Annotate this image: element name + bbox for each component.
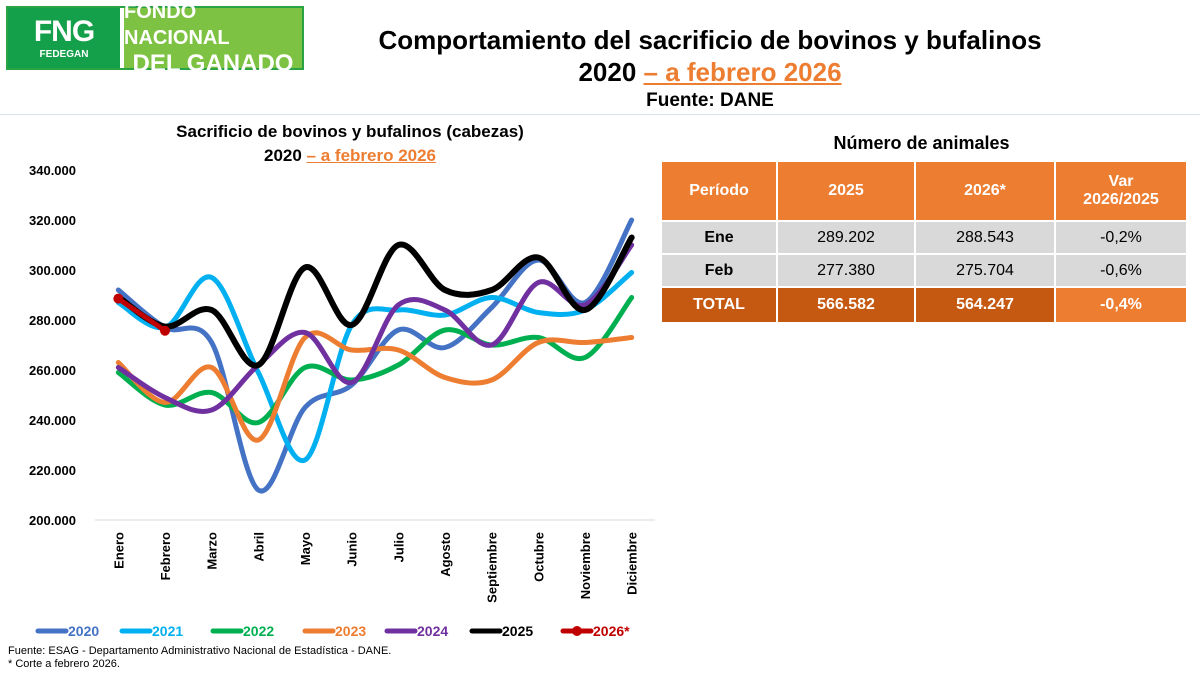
header-divider (0, 114, 1200, 115)
table-cell-period: Ene (660, 220, 778, 255)
page-title-highlight: – a febrero 2026 (643, 57, 842, 87)
y-tick-label: 300.000 (29, 263, 76, 278)
table-total-row: TOTAL 566.582 564.247 -0,4% (660, 286, 1188, 324)
x-tick-label: Mayo (298, 532, 313, 565)
table-cell-2026: 275.704 (914, 253, 1056, 288)
x-tick-label: Noviembre (578, 532, 593, 599)
series-line-2026 (115, 296, 168, 334)
table-cell-period: Feb (660, 253, 778, 288)
y-tick-label: 260.000 (29, 363, 76, 378)
table-cell-2025: 277.380 (776, 253, 916, 288)
table-header-row: Período 2025 2026* Var 2026/2025 (660, 160, 1188, 222)
logo-line2: DEL GANADO (132, 50, 294, 77)
logo-mark-block: FNG FEDEGAN (8, 8, 120, 68)
footer-source: Fuente: ESAG - Departamento Administrati… (8, 645, 392, 657)
x-tick-label: Enero (111, 532, 126, 569)
page-title-line1: Comportamiento del sacrificio de bovinos… (378, 25, 1042, 55)
x-tick-label: Abril (251, 532, 266, 562)
logo-sub: FEDEGAN (39, 48, 89, 60)
chart-subtitle-highlight: – a febrero 2026 (306, 146, 437, 165)
page-title: Comportamiento del sacrificio de bovinos… (310, 24, 1110, 88)
chart-subtitle-year: 2020 (263, 146, 302, 165)
legend-label: 2020 (68, 623, 99, 639)
logo-line1: FONDO NACIONAL (124, 1, 230, 49)
line-chart: 200.000 220.000 240.000 260.000 280.000 300.0… (29, 163, 655, 639)
fng-logo: FNG FEDEGAN FONDO NACIONAL DEL GANADO (6, 1, 304, 77)
legend-label: 2024 (417, 623, 448, 639)
table-header-var: Var 2026/2025 (1054, 160, 1188, 222)
series-line-2020 (115, 217, 635, 494)
table-header-period: Período (660, 160, 778, 222)
footer-note: * Corte a febrero 2026. (8, 658, 120, 670)
data-table: Período 2025 2026* Var 2026/2025 Ene 289… (660, 160, 1188, 324)
table-header-2026: 2026* (914, 160, 1056, 222)
y-tick-label: 220.000 (29, 463, 76, 478)
series-line-2025 (115, 234, 635, 369)
legend-label: 2022 (243, 623, 274, 639)
y-tick-label: 240.000 (29, 413, 76, 428)
x-tick-label: Octubre (531, 532, 546, 582)
page-title-year: 2020 (578, 57, 637, 87)
table-header-2025: 2025 (776, 160, 916, 222)
series-point-2026 (113, 293, 124, 304)
legend-label: 2023 (335, 623, 366, 639)
table-total-var: -0,4% (1054, 286, 1188, 324)
series-line-2023 (115, 330, 635, 443)
chart-title-line1: Sacrificio de bovinos y bufalinos (cabez… (176, 122, 524, 141)
x-tick-label: Agosto (438, 532, 453, 577)
page-source: Fuente: DANE (646, 90, 774, 111)
logo-text-block: FONDO NACIONAL DEL GANADO (124, 1, 302, 77)
table-row: Feb 277.380 275.704 -0,6% (660, 253, 1188, 288)
x-tick-label: Febrero (158, 532, 173, 580)
x-tick-label: Marzo (205, 532, 220, 570)
table-cell-2026: 288.543 (914, 220, 1056, 255)
series-line-2024 (115, 242, 635, 414)
page-title-line2: 2020 – a febrero 2026 (310, 56, 1110, 88)
y-tick-label: 200.000 (29, 513, 76, 528)
y-tick-label: 320.000 (29, 213, 76, 228)
x-tick-label: Junio (345, 532, 360, 567)
table-row: Ene 289.202 288.543 -0,2% (660, 220, 1188, 255)
chart-title: Sacrificio de bovinos y bufalinos (cabez… (80, 120, 620, 168)
series-line-2021 (115, 270, 635, 463)
legend-label: 2026* (593, 623, 630, 639)
table-cell-var: -0,6% (1054, 253, 1188, 288)
table-title: Número de animales (833, 133, 1010, 153)
legend-marker (572, 626, 582, 636)
table-header-var-label: Var 2026/2025 (1083, 173, 1159, 208)
table-cell-2025: 289.202 (776, 220, 916, 255)
footer-notes: Fuente: ESAG - Departamento Administrati… (8, 645, 391, 671)
table-total-2025: 566.582 (776, 286, 916, 324)
table-total-2026: 564.247 (914, 286, 1056, 324)
series-point-2026 (160, 325, 170, 336)
y-tick-label: 280.000 (29, 313, 76, 328)
x-tick-label: Diciembre (625, 532, 640, 595)
table-cell-var: -0,2% (1054, 220, 1188, 255)
x-tick-label: Julio (391, 532, 406, 562)
logo-mark: FNG (33, 14, 95, 48)
table-total-label: TOTAL (660, 286, 778, 324)
legend-label: 2021 (152, 623, 183, 639)
chart-title-line2: 2020 – a febrero 2026 (80, 144, 620, 168)
legend-label: 2025 (502, 623, 533, 639)
x-tick-label: Septiembre (485, 532, 500, 603)
y-tick-label: 340.000 (29, 163, 76, 178)
